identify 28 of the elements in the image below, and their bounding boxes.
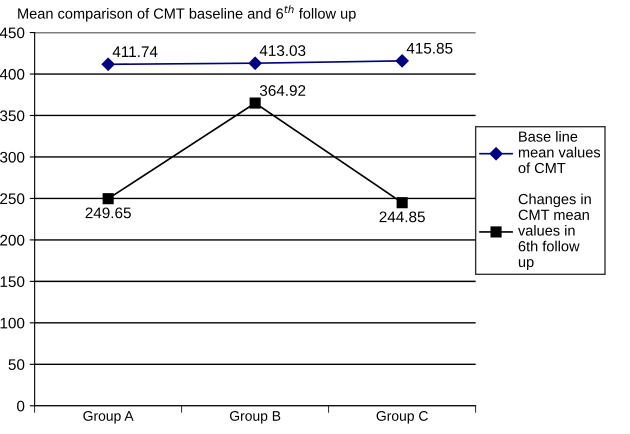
data-label: 411.74 [112, 46, 158, 57]
legend-label: Base line mean values of CMT [518, 131, 600, 174]
data-label: 364.92 [260, 85, 306, 96]
y-tick-label: 250 [0, 193, 24, 204]
point [250, 98, 261, 109]
y-tick-label: 400 [0, 68, 24, 80]
x-tick-label: Group B [230, 411, 280, 424]
y-tick-label: 350 [0, 110, 24, 122]
y-tick-label: 0 [17, 400, 24, 412]
point [102, 193, 114, 204]
point [248, 56, 262, 70]
point [396, 54, 409, 68]
point [396, 197, 408, 208]
chart-title: Mean comparison of CMT baseline and 6$^{th}$ follow up [18, 5, 356, 22]
data-label: 244.85 [380, 211, 425, 222]
y-tick-label: 100 [0, 318, 24, 329]
y-tick-label: 50 [8, 359, 24, 370]
y-tick-label: 150 [0, 276, 24, 288]
legend-label: Changes in CMT mean values in 6th follow up [518, 194, 591, 270]
data-label: 249.65 [86, 207, 131, 218]
y-tick-label: 200 [0, 234, 24, 246]
y-tick-label: 450 [0, 27, 24, 38]
data-label: 415.85 [406, 42, 452, 54]
data-label: 413.03 [260, 45, 306, 56]
x-tick-label: Group C [376, 411, 428, 424]
x-tick-label: Group A [83, 411, 134, 424]
y-tick-label: 300 [0, 152, 24, 163]
point [102, 58, 115, 71]
